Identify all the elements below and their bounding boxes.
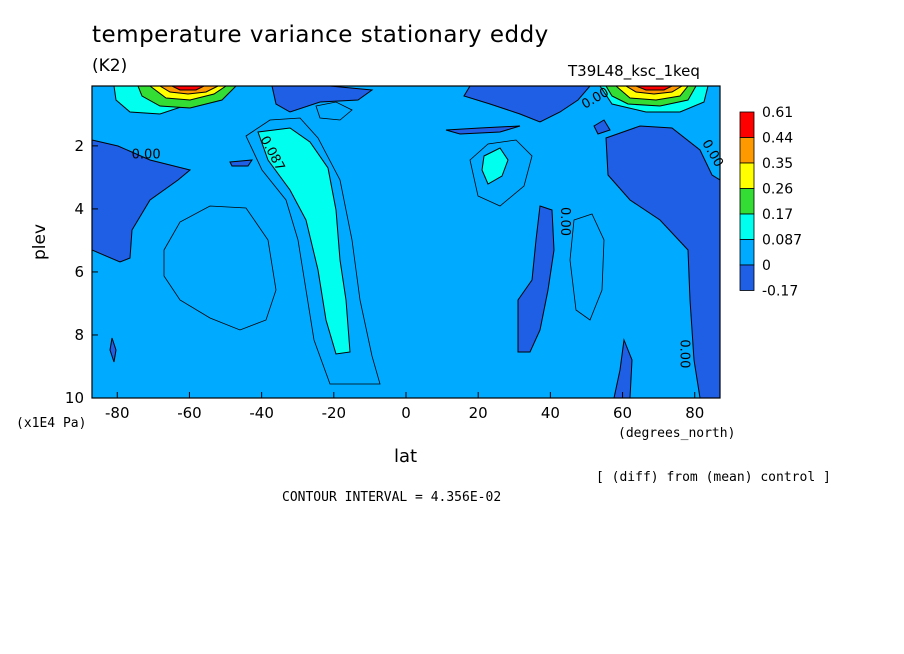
- run-id: T39L48_ksc_1keq: [568, 62, 700, 80]
- colorbar-swatch: [739, 137, 755, 164]
- colorbar-label: 0.26: [762, 182, 793, 198]
- colorbar-swatch: [739, 213, 755, 240]
- neg-tongue: [517, 205, 555, 353]
- y-axis-unit: (x1E4 Pa): [16, 416, 87, 431]
- max-north-red: [635, 86, 673, 91]
- x-tick-label: 60: [613, 404, 632, 422]
- x-tick-label: 40: [541, 404, 560, 422]
- colorbar-swatch: [739, 162, 755, 189]
- neg-spike: [109, 337, 117, 363]
- neg-streak-north: [593, 119, 611, 135]
- x-axis-label: lat: [394, 446, 418, 467]
- y-tick-label: 2: [74, 137, 84, 155]
- colorbar-label: 0.35: [762, 156, 793, 172]
- colorbar-label: -0.17: [762, 284, 798, 300]
- colorbar: 0.61 0.44 0.35 0.26 0.17 0.087 0 -0.17: [739, 105, 802, 300]
- colorbar-swatch: [739, 264, 755, 291]
- colorbar-label: 0.61: [762, 105, 793, 121]
- neg-region-south: [92, 139, 192, 263]
- contour-label: 0.00: [557, 207, 572, 236]
- contour-label: 0.00: [132, 147, 161, 162]
- chart-units: (K2): [92, 56, 128, 76]
- x-tick-label: -60: [177, 404, 202, 422]
- y-tick-label: 8: [74, 326, 84, 344]
- contour-field: [92, 86, 720, 398]
- y-tick-label: 6: [74, 263, 84, 281]
- x-axis: -80 -60 -40 -20 0 20 40 60 80: [105, 392, 704, 422]
- colorbar-label: 0: [762, 258, 771, 274]
- y-tick-label: 10: [65, 389, 84, 407]
- colorbar-swatch: [739, 188, 755, 215]
- contour-label: 0.00: [676, 339, 691, 368]
- contour-line: [245, 117, 381, 385]
- contour-line: [163, 205, 277, 331]
- x-tick-label: 0: [401, 404, 411, 422]
- pos-cell: [481, 147, 509, 185]
- y-tick-label: 4: [74, 200, 84, 218]
- x-tick-label: -80: [105, 404, 130, 422]
- contour-interval: CONTOUR INTERVAL = 4.356E-02: [282, 490, 502, 505]
- neg-small-south: [229, 159, 253, 167]
- x-tick-label: -40: [249, 404, 274, 422]
- max-south-red: [171, 86, 205, 91]
- y-axis: 2 4 6 8 10: [65, 137, 98, 407]
- colorbar-label: 0.087: [762, 233, 802, 249]
- x-tick-label: 80: [685, 404, 704, 422]
- contour-line: [315, 101, 353, 121]
- contour-line: [469, 139, 533, 207]
- neg-region-north: [605, 125, 720, 398]
- x-tick-label: 20: [469, 404, 488, 422]
- contour-line: [569, 213, 605, 321]
- x-axis-unit: (degrees_north): [618, 426, 736, 441]
- pos-band: [257, 127, 351, 355]
- neg-streak: [445, 125, 521, 135]
- comparison-note: [ (diff) from (mean) control ]: [596, 470, 831, 485]
- x-tick-label: -20: [322, 404, 347, 422]
- chart-title: temperature variance stationary eddy: [92, 22, 549, 48]
- colorbar-swatch: [739, 111, 755, 138]
- colorbar-label: 0.44: [762, 131, 793, 147]
- colorbar-label: 0.17: [762, 207, 793, 223]
- neg-region-north-lower: [613, 338, 633, 398]
- neg-region-upper-north: [463, 86, 591, 123]
- neg-region-upper-south: [271, 86, 374, 113]
- colorbar-swatch: [739, 239, 755, 266]
